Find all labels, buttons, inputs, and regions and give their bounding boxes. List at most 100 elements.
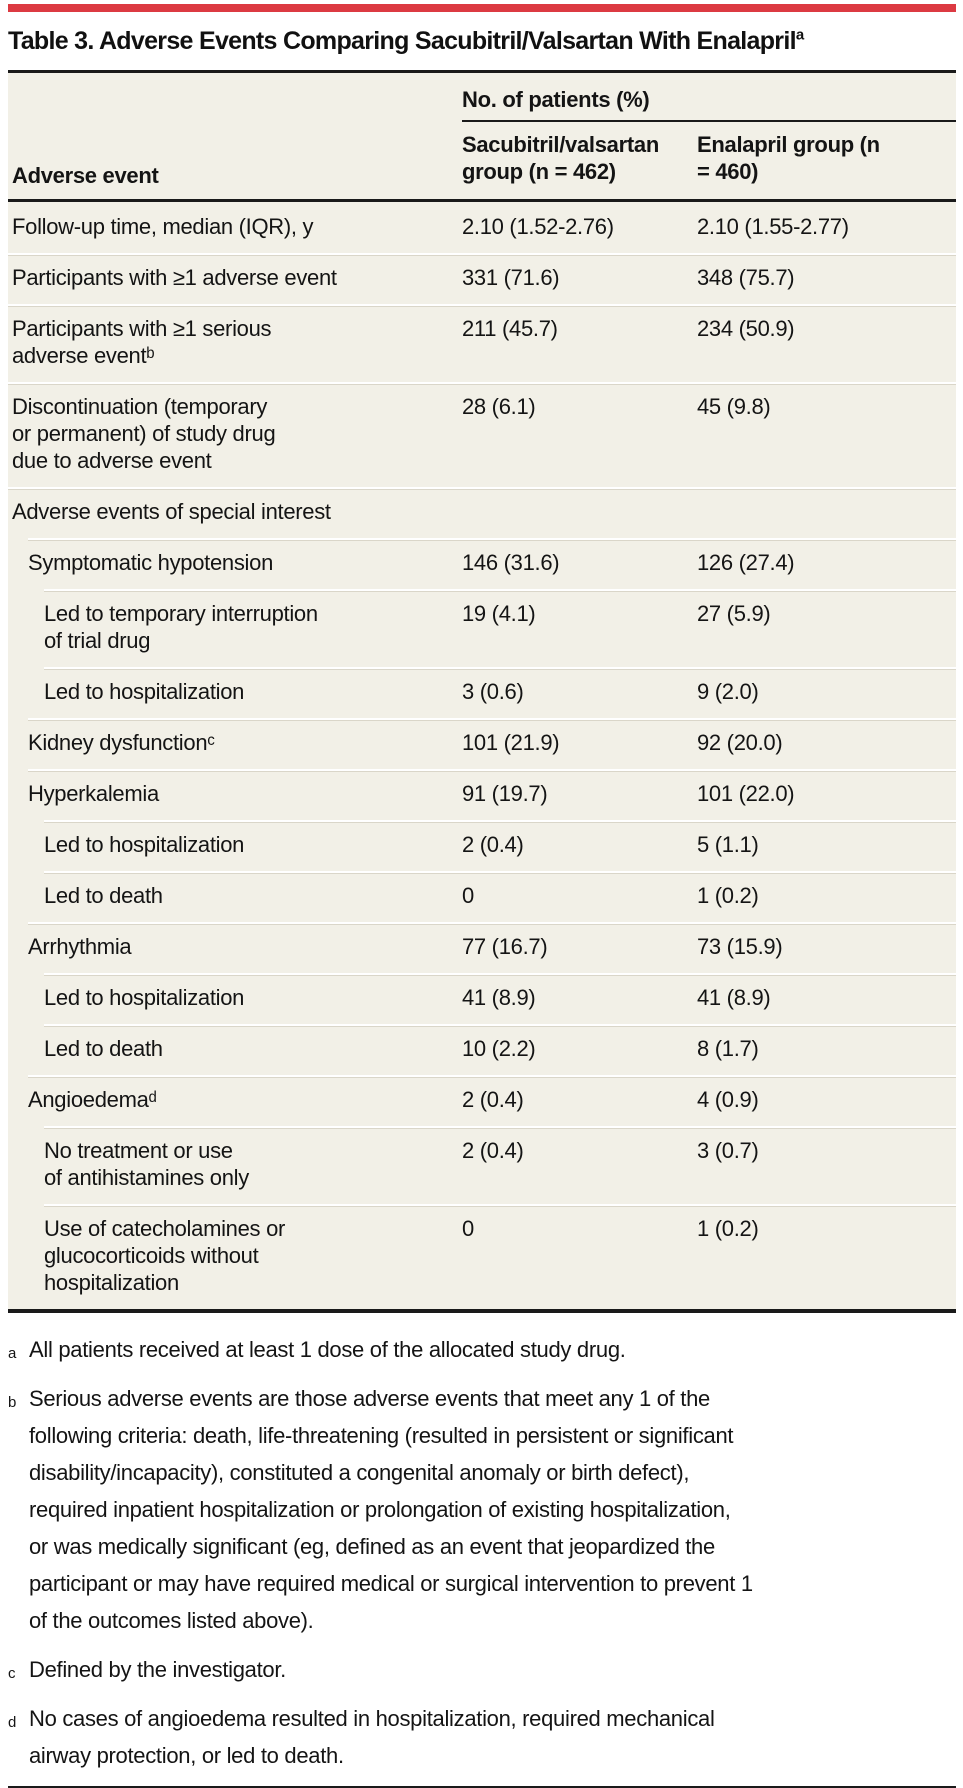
adverse-events-table: No. of patients (%) Adverse event Sacubi… [8, 73, 956, 1309]
table-row: Symptomatic hypotension 146 (31.6) 126 (… [8, 538, 956, 589]
journal-table-figure: { "title": { "text": "Table 3. Adverse E… [0, 4, 963, 1788]
header-sacubitril-group: Sacubitril/valsartan group (n = 462) [462, 132, 659, 184]
row-label: No treatment or use of antihistamines on… [44, 1138, 249, 1190]
row-value-enalapril: 4 (0.9) [697, 1087, 759, 1112]
table-title: Table 3. Adverse Events Comparing Sacubi… [8, 12, 956, 70]
row-value-enalapril: 234 (50.9) [697, 316, 795, 341]
table-title-text: Table 3. Adverse Events Comparing Sacubi… [8, 27, 797, 55]
table-header: No. of patients (%) Adverse event Sacubi… [8, 73, 956, 199]
header-adverse-event: Adverse event [12, 163, 159, 188]
row-label: Led to death [44, 1036, 163, 1061]
footnote-d-marker: d [8, 1714, 17, 1731]
row-value-enalapril: 126 (27.4) [697, 550, 795, 575]
row-label: Led to death [44, 883, 163, 908]
footnote-a-text: All patients received at least 1 dose of… [29, 1337, 626, 1362]
row-value-sacubitril: 211 (45.7) [462, 316, 558, 341]
row-value-enalapril: 27 (5.9) [697, 601, 771, 626]
row-label: Kidney dysfunctionᶜ [28, 730, 215, 755]
row-value-sacubitril: 101 (21.9) [462, 730, 560, 755]
row-value-enalapril: 3 (0.7) [697, 1138, 759, 1163]
header-group-label: No. of patients (%) [462, 73, 956, 122]
row-value-enalapril: 348 (75.7) [697, 265, 795, 290]
row-value-sacubitril: 41 (8.9) [462, 985, 536, 1010]
table-row: Angioedemaᵈ 2 (0.4) 4 (0.9) [8, 1075, 956, 1126]
table-body: Follow-up time, median (IQR), y 2.10 (1.… [8, 202, 956, 1309]
row-value-sacubitril: 91 (19.7) [462, 781, 548, 806]
row-value-enalapril: 9 (2.0) [697, 679, 759, 704]
header-enalapril-group-text: Enalapril group (n = 460) [697, 132, 880, 184]
footnote-a: a All patients received at least 1 dose o… [8, 1331, 956, 1368]
footnote-c: c Defined by the investigator. [8, 1651, 956, 1688]
footnote-d: d No cases of angioedema resulted in hosp… [8, 1700, 956, 1774]
row-label: Participants with ≥1 adverse event [12, 265, 337, 290]
table-row: Adverse events of special interest [8, 487, 956, 538]
table-row: Led to hospitalization 3 (0.6) 9 (2.0) [8, 667, 956, 718]
table-row: Hyperkalemia 91 (19.7) 101 (22.0) [8, 769, 956, 820]
row-value-sacubitril: 2 (0.4) [462, 1087, 524, 1112]
footnote-b-marker: b [8, 1394, 17, 1411]
row-value-enalapril: 1 (0.2) [697, 883, 759, 908]
row-value-sacubitril: 2 (0.4) [462, 1138, 524, 1163]
footnote-b: b Serious adverse events are those advers… [8, 1380, 956, 1639]
table-title-footnote-marker: a [795, 26, 805, 44]
row-value-enalapril: 92 (20.0) [697, 730, 783, 755]
table-row: Arrhythmia 77 (16.7) 73 (15.9) [8, 922, 956, 973]
row-label: Angioedemaᵈ [28, 1087, 157, 1112]
row-label: Participants with ≥1 serious adverse eve… [12, 316, 272, 368]
row-value-sacubitril: 19 (4.1) [462, 601, 536, 626]
footnotes-section: a All patients received at least 1 dose o… [8, 1313, 956, 1774]
row-value-sacubitril: 10 (2.2) [462, 1036, 536, 1061]
row-label: Led to temporary interruption of trial d… [44, 601, 318, 653]
row-label: Arrhythmia [28, 934, 132, 959]
row-value-sacubitril [462, 498, 697, 525]
row-label: Led to hospitalization [44, 679, 245, 704]
table-row: Discontinuation (temporary or permanent)… [8, 382, 956, 487]
row-label: Follow-up time, median (IQR), y [12, 214, 314, 239]
row-label: Led to hospitalization [44, 832, 245, 857]
row-value-enalapril: 45 (9.8) [697, 394, 771, 419]
row-label: Symptomatic hypotension [28, 550, 274, 575]
footnote-d-text: No cases of angioedema resulted in hospi… [29, 1706, 715, 1768]
row-value-sacubitril: 2.10 (1.52-2.76) [462, 214, 614, 239]
table-row: Led to death 10 (2.2) 8 (1.7) [8, 1024, 956, 1075]
row-value-enalapril: 2.10 (1.55-2.77) [697, 214, 849, 239]
table-row: Led to death 0 1 (0.2) [8, 871, 956, 922]
footnote-c-marker: c [8, 1665, 16, 1682]
table-row: Led to hospitalization 2 (0.4) 5 (1.1) [8, 820, 956, 871]
row-value-enalapril: 5 (1.1) [697, 832, 759, 857]
table-row: Led to temporary interruption of trial d… [8, 589, 956, 667]
table-row: Participants with ≥1 adverse event 331 (… [8, 253, 956, 304]
table-row: Use of catecholamines or glucocorticoids… [8, 1204, 956, 1309]
row-value-sacubitril: 0 [462, 1216, 474, 1241]
row-value-sacubitril: 146 (31.6) [462, 550, 560, 575]
row-value-sacubitril: 77 (16.7) [462, 934, 548, 959]
title-divider-rule [8, 70, 956, 73]
row-value-enalapril: 8 (1.7) [697, 1036, 759, 1061]
accent-bar [8, 4, 956, 12]
footnote-a-marker: a [8, 1345, 17, 1362]
row-value-enalapril: 1 (0.2) [697, 1216, 759, 1241]
row-value-sacubitril: 3 (0.6) [462, 679, 524, 704]
row-label: Led to hospitalization [44, 985, 245, 1010]
table-row: No treatment or use of antihistamines on… [8, 1126, 956, 1204]
table-row: Kidney dysfunctionᶜ 101 (21.9) 92 (20.0) [8, 718, 956, 769]
row-label: Adverse events of special interest [12, 499, 331, 524]
row-value-enalapril: 73 (15.9) [697, 934, 783, 959]
table-bottom-rule [8, 1309, 956, 1313]
row-value-enalapril: 101 (22.0) [697, 781, 795, 806]
header-enalapril-group: Enalapril group (n = 460) [697, 122, 956, 199]
table-figure: Table 3. Adverse Events Comparing Sacubi… [8, 4, 956, 1788]
row-value-enalapril: 41 (8.9) [697, 985, 771, 1010]
row-value-sacubitril: 28 (6.1) [462, 394, 536, 419]
table-row: Participants with ≥1 serious adverse eve… [8, 304, 956, 382]
header-divider-rule [8, 199, 956, 202]
row-value-sacubitril: 331 (71.6) [462, 265, 560, 290]
row-label: Use of catecholamines or glucocorticoids… [44, 1216, 286, 1295]
row-value-sacubitril: 2 (0.4) [462, 832, 524, 857]
table-row: Led to hospitalization 41 (8.9) 41 (8.9) [8, 973, 956, 1024]
footnote-b-text: Serious adverse events are those adverse… [29, 1386, 753, 1633]
header-spacer-cell [8, 73, 462, 122]
table-row: Follow-up time, median (IQR), y 2.10 (1.… [8, 202, 956, 253]
footnote-c-text: Defined by the investigator. [29, 1657, 286, 1682]
row-label: Hyperkalemia [28, 781, 159, 806]
